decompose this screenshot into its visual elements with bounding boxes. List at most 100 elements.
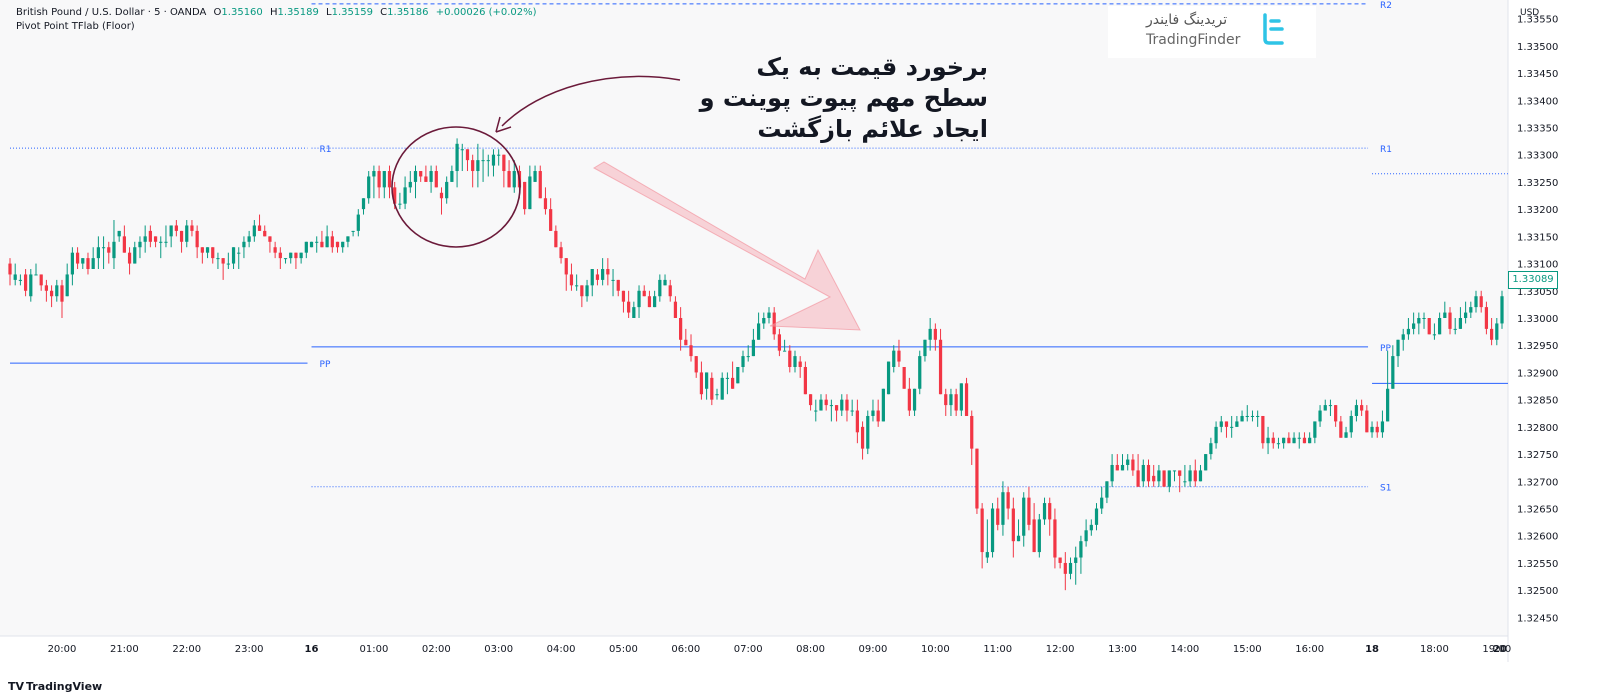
candle bbox=[434, 165, 438, 188]
candle bbox=[512, 160, 516, 193]
candle bbox=[320, 230, 324, 248]
candle-body bbox=[1375, 426, 1379, 433]
candle-body bbox=[923, 339, 927, 357]
candle bbox=[309, 241, 314, 248]
tradingview-attribution[interactable]: TV TradingView bbox=[8, 680, 102, 693]
candle-body bbox=[481, 160, 485, 162]
candle bbox=[1084, 519, 1088, 547]
candle bbox=[606, 258, 610, 286]
candle-body bbox=[1027, 497, 1031, 525]
candle-body bbox=[39, 274, 43, 286]
candle-body bbox=[1204, 454, 1208, 471]
candle bbox=[860, 421, 865, 460]
candle bbox=[18, 274, 23, 286]
candle bbox=[705, 372, 709, 400]
price-tick-label: 1.33350 bbox=[1517, 123, 1558, 134]
candle-body bbox=[148, 230, 152, 242]
candle bbox=[497, 149, 501, 166]
brand-english: TradingFinder bbox=[1146, 32, 1241, 48]
candle bbox=[528, 165, 532, 210]
candle bbox=[970, 410, 974, 465]
candle-body bbox=[611, 279, 615, 281]
candle bbox=[1172, 470, 1177, 482]
candle-body bbox=[294, 252, 298, 259]
open-value: 1.35160 bbox=[221, 7, 263, 18]
candle bbox=[294, 252, 298, 270]
candle-body bbox=[621, 290, 626, 302]
candle bbox=[918, 350, 922, 395]
candle bbox=[1339, 415, 1343, 438]
candle bbox=[1115, 454, 1119, 471]
candle bbox=[575, 274, 579, 291]
candle bbox=[419, 171, 423, 182]
candle bbox=[964, 377, 969, 416]
candle-body bbox=[1396, 339, 1400, 357]
candle-body bbox=[777, 334, 782, 351]
time-tick-label: 04:00 bbox=[547, 644, 576, 655]
candle bbox=[242, 236, 246, 259]
symbol-name[interactable]: British Pound / U.S. Dollar · 5 · OANDA bbox=[16, 7, 207, 18]
candle-body bbox=[938, 339, 943, 395]
candle-body bbox=[1417, 318, 1421, 324]
candle bbox=[1126, 454, 1130, 471]
candle-body bbox=[788, 350, 792, 367]
candle-body bbox=[351, 230, 355, 232]
time-tick-label: 12:00 bbox=[1046, 644, 1075, 655]
candle bbox=[751, 328, 756, 357]
candle bbox=[1484, 301, 1489, 335]
price-tick-label: 1.32800 bbox=[1517, 423, 1558, 434]
candle bbox=[486, 154, 490, 177]
candle-body bbox=[606, 269, 610, 275]
candle bbox=[834, 405, 839, 422]
candle bbox=[408, 171, 412, 193]
candle bbox=[1349, 410, 1353, 438]
candle-body bbox=[741, 356, 745, 367]
candle-body bbox=[174, 225, 178, 231]
candle bbox=[1256, 410, 1260, 427]
candle bbox=[107, 241, 111, 264]
candle-body bbox=[283, 258, 288, 260]
candle-body bbox=[81, 258, 85, 264]
candle bbox=[1328, 399, 1333, 416]
candle bbox=[1079, 535, 1083, 574]
candle bbox=[1287, 432, 1291, 444]
candle bbox=[164, 225, 168, 248]
candle bbox=[699, 361, 704, 400]
price-tick-label: 1.33200 bbox=[1517, 205, 1558, 216]
time-tick-label: 19:00 bbox=[1482, 644, 1511, 655]
indicator-name[interactable]: Pivot Point TFlab (Floor) bbox=[16, 21, 135, 32]
candle bbox=[1198, 464, 1203, 482]
price-tick-label: 1.32500 bbox=[1517, 586, 1558, 597]
candle-body bbox=[871, 410, 875, 416]
candle-body bbox=[1079, 541, 1083, 558]
candle-body bbox=[1131, 459, 1135, 471]
candle bbox=[1495, 318, 1499, 346]
candle-body bbox=[1453, 328, 1457, 330]
candle-body bbox=[928, 328, 932, 340]
candle-body bbox=[668, 285, 672, 297]
candle-body bbox=[533, 171, 537, 182]
candle-body bbox=[1126, 459, 1130, 465]
candle-body bbox=[34, 274, 38, 276]
candle-body bbox=[705, 372, 709, 389]
change-value: +0.00026 (+0.02%) bbox=[435, 7, 537, 18]
tradingview-text: TradingView bbox=[26, 680, 103, 693]
currency-label[interactable]: USD bbox=[1520, 8, 1540, 18]
candle bbox=[1401, 328, 1405, 351]
candle-body bbox=[361, 198, 366, 210]
candle bbox=[263, 225, 267, 237]
candle-body bbox=[663, 279, 667, 286]
candle bbox=[871, 399, 875, 422]
candle-body bbox=[408, 181, 412, 188]
candle bbox=[122, 225, 126, 253]
candle-body bbox=[159, 241, 163, 243]
candle bbox=[725, 372, 730, 395]
candle-body bbox=[512, 171, 516, 188]
candle-body bbox=[413, 171, 418, 182]
candle bbox=[892, 345, 896, 373]
candle bbox=[1053, 508, 1057, 569]
price-tick-label: 1.33550 bbox=[1517, 15, 1558, 26]
candle-body bbox=[75, 252, 80, 264]
candle bbox=[1500, 290, 1504, 329]
